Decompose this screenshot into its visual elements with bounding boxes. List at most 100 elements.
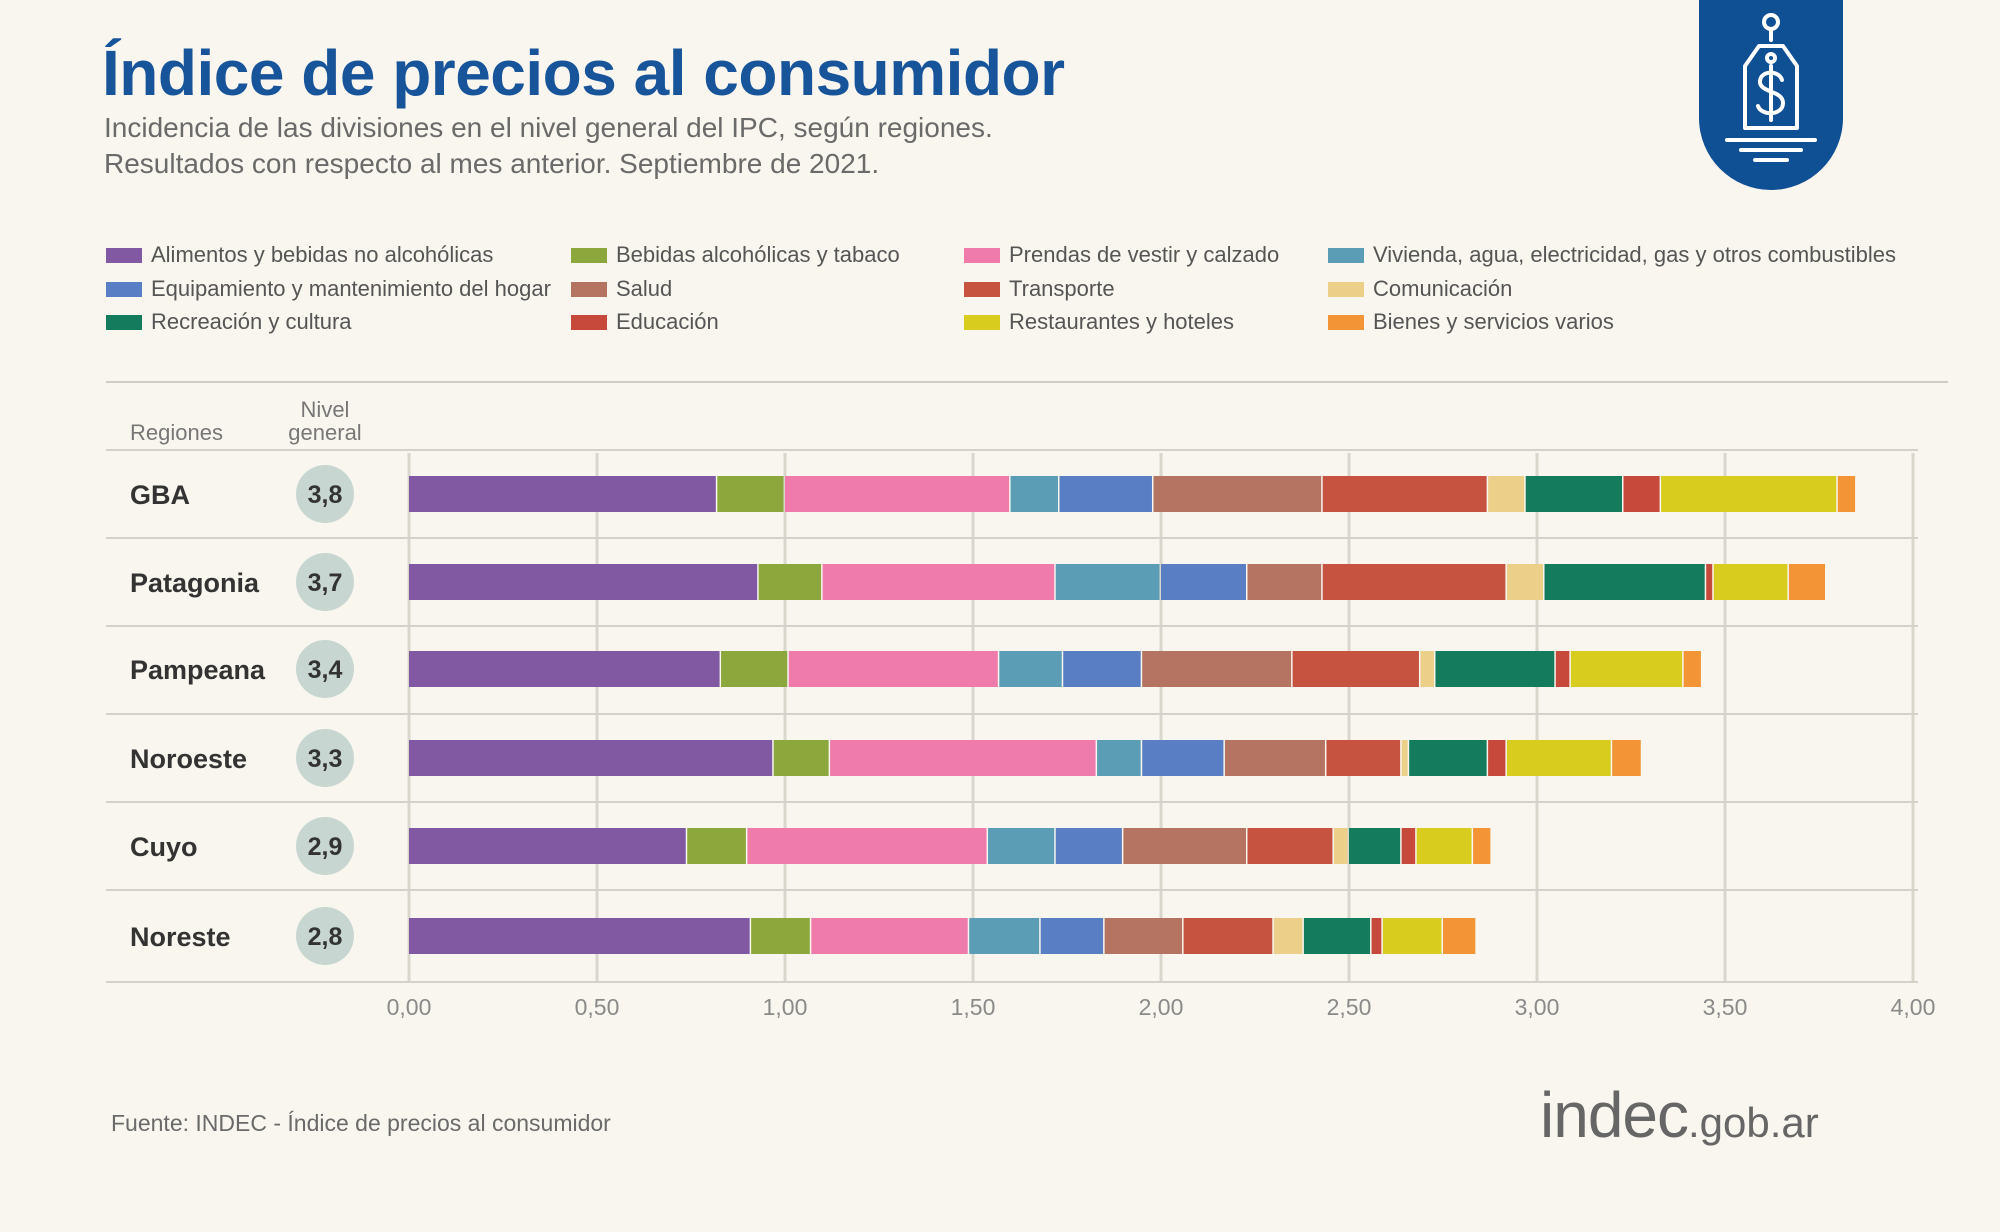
legend-item-restaurantes-y-hoteles: Restaurantes y hoteles: [964, 307, 1234, 337]
nivel-general-value: 3,8: [308, 481, 343, 509]
row-separators: [106, 381, 1948, 983]
legend-label: Transporte: [1009, 276, 1115, 301]
nivel-general-circle: [296, 907, 354, 965]
bar-segment-recreacion-y-cultura: [1409, 740, 1487, 776]
brand-domain: .gob.ar: [1688, 1099, 1819, 1146]
bar-segment-alimentos-y-bebidas-no-alcoholicas: [409, 564, 758, 600]
brand-name: indec: [1540, 1079, 1689, 1151]
nivel-general-circle: [296, 640, 354, 698]
bar-segment-transporte: [1183, 918, 1273, 954]
bar-segment-recreacion-y-cultura: [1435, 651, 1555, 687]
bar-segment-equipamiento-y-mantenimiento-del-hogar: [1142, 740, 1224, 776]
x-tick-label: 1,50: [951, 994, 996, 1020]
bar-segment-educacion: [1371, 918, 1382, 954]
legend-item-bebidas-alcoholicas-y-tabaco: Bebidas alcohólicas y tabaco: [571, 240, 900, 270]
bar-segment-alimentos-y-bebidas-no-alcoholicas: [409, 918, 750, 954]
legend-label: Bebidas alcohólicas y tabaco: [616, 242, 900, 267]
bar-segment-alimentos-y-bebidas-no-alcoholicas: [409, 828, 686, 864]
bar-segment-prendas-de-vestir-y-calzado: [830, 740, 1096, 776]
bar-segment-transporte: [1326, 740, 1401, 776]
x-tick-label: 0,50: [575, 994, 620, 1020]
nivel-general-circle: [296, 729, 354, 787]
gridlines: [407, 453, 1915, 982]
chart-title: Índice de precios al consumidor: [102, 37, 1065, 109]
bar-segment-comunicacion: [1420, 651, 1434, 687]
bar-segment-recreacion-y-cultura: [1349, 828, 1401, 864]
bar-segment-vivienda-agua-electricidad-gas-y-otros-combustibles: [999, 651, 1062, 687]
nivel-general-value: 2,9: [308, 833, 343, 861]
legend-swatch: [571, 314, 607, 330]
chart-rows: GBA 3,8 Patagonia 3,7 Pampeana 3,4 Noroeste 3,3…: [130, 465, 1856, 965]
legend-label: Prendas de vestir y calzado: [1009, 242, 1280, 267]
bar-segment-salud: [1104, 918, 1183, 954]
legend-label: Equipamiento y mantenimiento del hogar: [151, 276, 551, 301]
legend-label: Educación: [616, 309, 719, 334]
bar-segment-educacion: [1555, 651, 1570, 687]
bar-segment-equipamiento-y-mantenimiento-del-hogar: [1161, 564, 1246, 600]
legend-label: Restaurantes y hoteles: [1009, 309, 1235, 334]
legend: Alimentos y bebidas no alcohólicas Bebida…: [106, 240, 1986, 340]
legend-swatch: [571, 247, 607, 263]
legend-item-educacion: Educación: [571, 307, 719, 337]
legend-item-prendas-de-vestir-y-calzado: Prendas de vestir y calzado: [964, 240, 1279, 270]
legend-swatch: [106, 247, 142, 263]
bar-segment-transporte: [1322, 476, 1487, 512]
bar-segment-vivienda-agua-electricidad-gas-y-otros-combustibles: [1010, 476, 1058, 512]
bar-segment-bebidas-alcoholicas-y-tabaco: [687, 828, 746, 864]
bar-segment-alimentos-y-bebidas-no-alcoholicas: [409, 476, 716, 512]
x-tick-label: 1,00: [763, 994, 808, 1020]
price-tag-dollar-icon: [1699, 0, 1843, 190]
indec-logo: indec.gob.ar: [1540, 1078, 1819, 1152]
bar-segment-recreacion-y-cultura: [1303, 918, 1371, 954]
legend-label: Comunicación: [1373, 276, 1513, 301]
bar-segment-equipamiento-y-mantenimiento-del-hogar: [1059, 476, 1152, 512]
bar-segment-salud: [1123, 828, 1246, 864]
bar-segment-transporte: [1322, 564, 1506, 600]
bar-segment-vivienda-agua-electricidad-gas-y-otros-combustibles: [1055, 564, 1160, 600]
legend-swatch: [964, 281, 1000, 297]
legend-label: Vivienda, agua, electricidad, gas y otro…: [1373, 242, 1896, 267]
bar-segment-salud: [1142, 651, 1292, 687]
x-tick-label: 4,00: [1891, 994, 1936, 1020]
region-label: Noreste: [130, 922, 231, 952]
legend-item-transporte: Transporte: [964, 274, 1115, 304]
region-label: GBA: [130, 480, 190, 510]
bar-segment-educacion: [1706, 564, 1713, 600]
bar-segment-alimentos-y-bebidas-no-alcoholicas: [409, 651, 720, 687]
bar-segment-vivienda-agua-electricidad-gas-y-otros-combustibles: [969, 918, 1040, 954]
bar-segment-restaurantes-y-hoteles: [1713, 564, 1788, 600]
bar-segment-salud: [1224, 740, 1325, 776]
row-cuyo: Cuyo 2,9: [130, 817, 1491, 875]
legend-item-bienes-y-servicios-varios: Bienes y servicios varios: [1328, 307, 1614, 337]
nivel-header-line-2: general: [288, 420, 361, 445]
x-tick-label: 2,50: [1327, 994, 1372, 1020]
legend-label: Recreación y cultura: [151, 309, 352, 334]
legend-item-equipamiento-y-mantenimiento-del-hogar: Equipamiento y mantenimiento del hogar: [106, 274, 551, 304]
region-label: Patagonia: [130, 568, 260, 598]
legend-swatch: [1328, 281, 1364, 297]
legend-item-comunicacion: Comunicación: [1328, 274, 1512, 304]
bar-segment-transporte: [1247, 828, 1333, 864]
bar-segment-prendas-de-vestir-y-calzado: [811, 918, 968, 954]
bar-segment-prendas-de-vestir-y-calzado: [788, 651, 998, 687]
chart-subtitle-line-1: Incidencia de las divisiones en el nivel…: [104, 112, 993, 143]
nivel-general-circle: [296, 465, 354, 523]
bar-segment-restaurantes-y-hoteles: [1382, 918, 1442, 954]
legend-swatch: [964, 314, 1000, 330]
nivel-general-value: 3,4: [308, 656, 343, 684]
bar-segment-comunicacion: [1333, 828, 1348, 864]
bar-segment-bienes-y-servicios-varios: [1443, 918, 1476, 954]
bar-segment-comunicacion: [1506, 564, 1544, 600]
bar-segment-bebidas-alcoholicas-y-tabaco: [721, 651, 788, 687]
bar-segment-vivienda-agua-electricidad-gas-y-otros-combustibles: [988, 828, 1055, 864]
bar-segment-comunicacion: [1273, 918, 1303, 954]
bar-segment-recreacion-y-cultura: [1525, 476, 1622, 512]
row-pampeana: Pampeana 3,4: [130, 640, 1701, 698]
bar-segment-bienes-y-servicios-varios: [1837, 476, 1856, 512]
bar-segment-prendas-de-vestir-y-calzado: [785, 476, 1010, 512]
nivel-general-circle: [296, 553, 354, 611]
row-noroeste: Noroeste 3,3: [130, 729, 1641, 787]
bar-segment-comunicacion: [1488, 476, 1525, 512]
bar-segment-bienes-y-servicios-varios: [1788, 564, 1826, 600]
bar-segment-equipamiento-y-mantenimiento-del-hogar: [1040, 918, 1104, 954]
